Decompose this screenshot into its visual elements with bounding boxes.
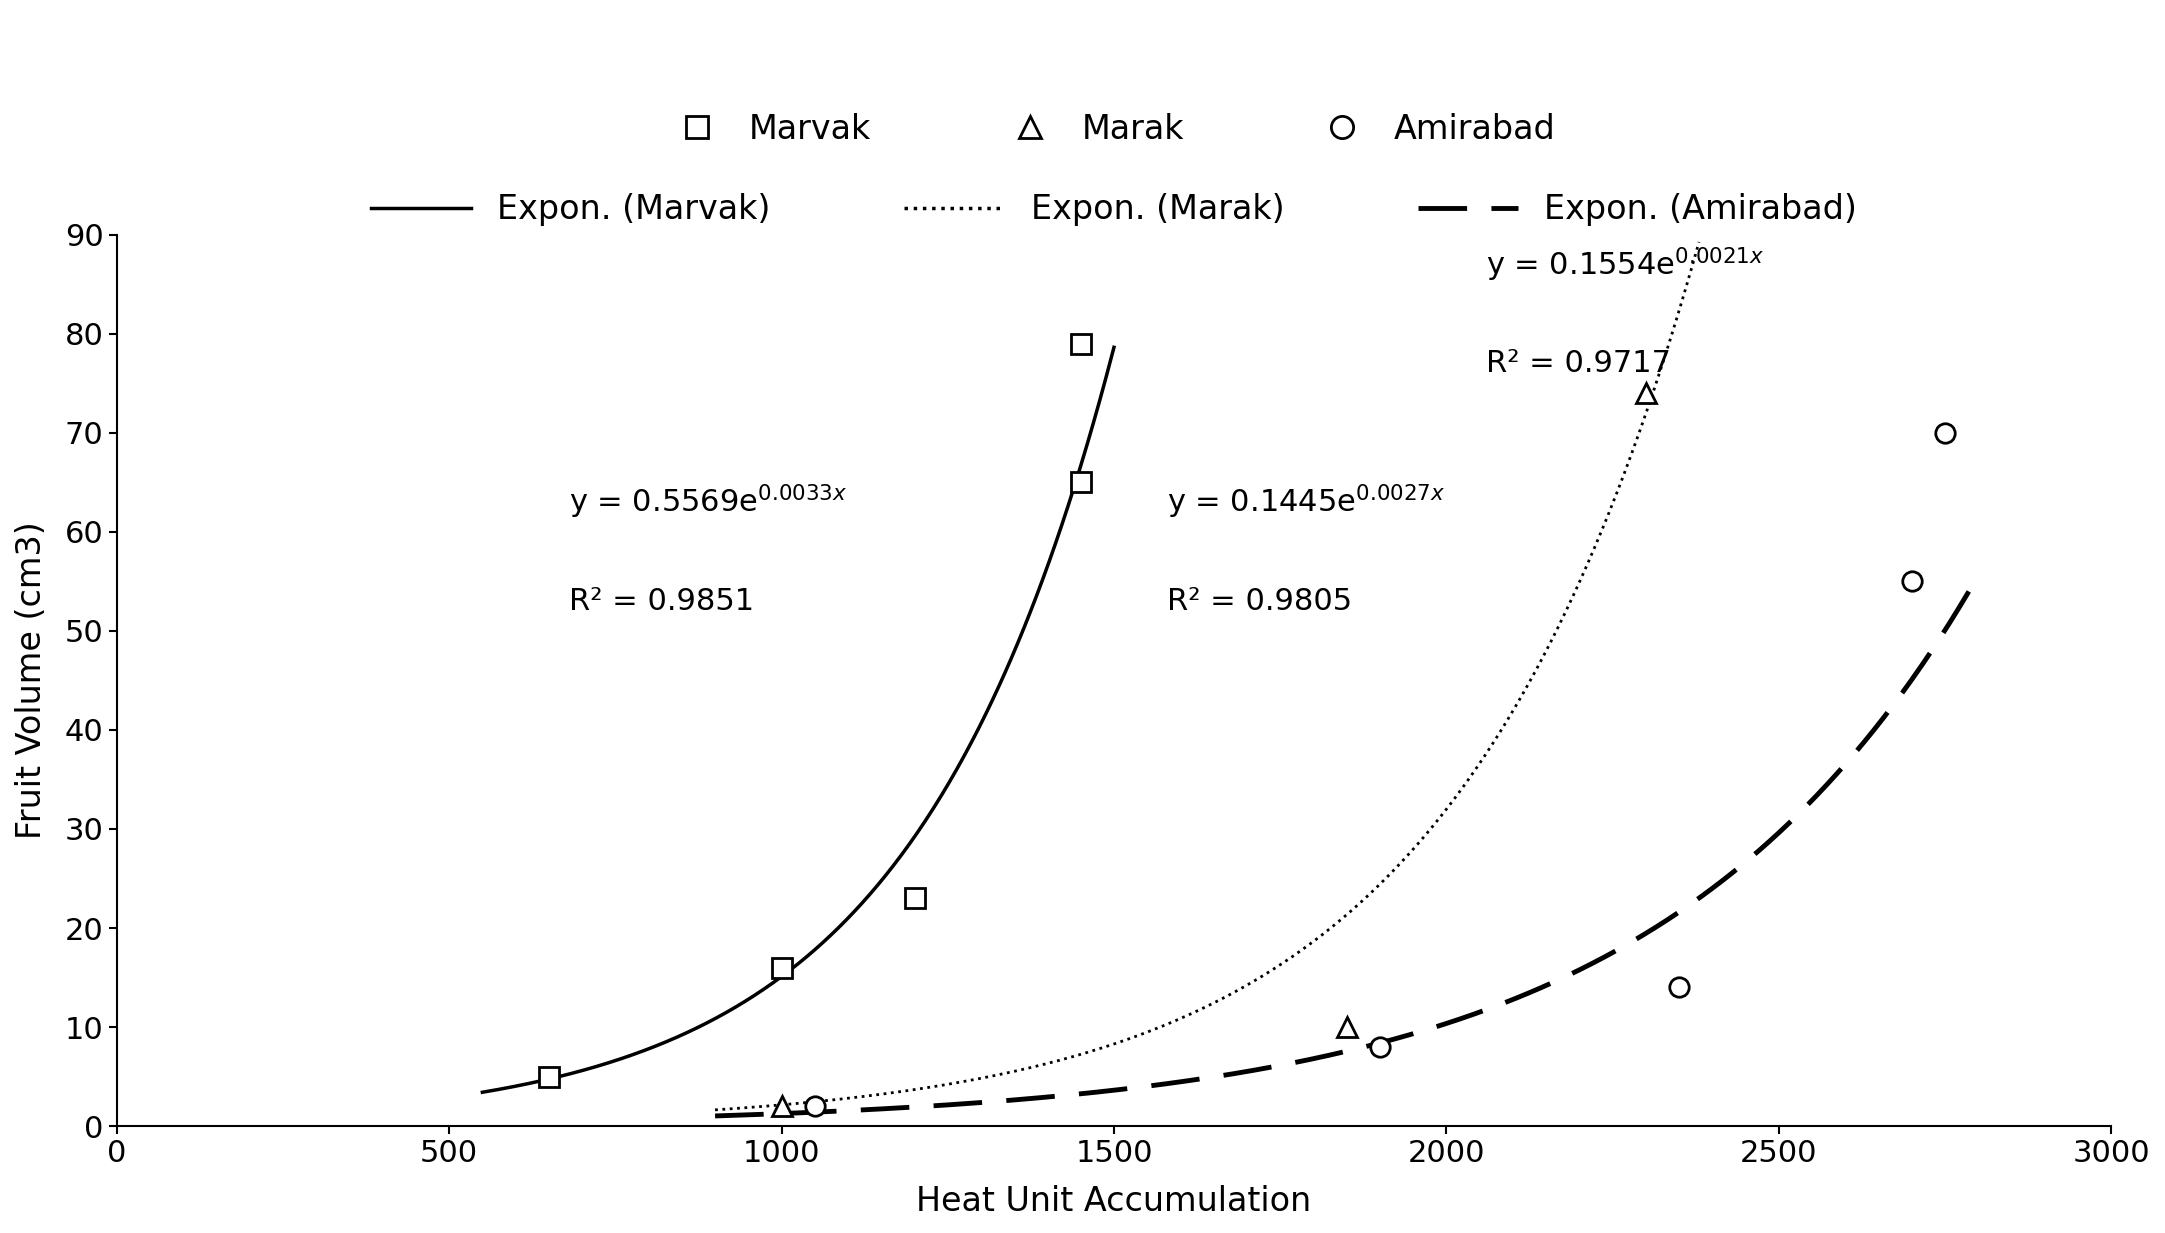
X-axis label: Heat Unit Accumulation: Heat Unit Accumulation [916,1185,1312,1218]
Text: R² = 0.9851: R² = 0.9851 [569,587,753,615]
Text: R² = 0.9717: R² = 0.9717 [1485,349,1671,377]
Y-axis label: Fruit Volume (cm3): Fruit Volume (cm3) [15,522,48,840]
Text: y = 0.5569e$^{0.0033x}$: y = 0.5569e$^{0.0033x}$ [569,483,847,522]
Text: y = 0.1445e$^{0.0027x}$: y = 0.1445e$^{0.0027x}$ [1167,483,1446,522]
Legend: Expon. (Marvak), Expon. (Marak), Expon. (Amirabad): Expon. (Marvak), Expon. (Marak), Expon. … [357,180,1871,239]
Text: y = 0.1554e$^{0.0021x}$: y = 0.1554e$^{0.0021x}$ [1485,245,1764,284]
Text: R² = 0.9805: R² = 0.9805 [1167,587,1353,615]
